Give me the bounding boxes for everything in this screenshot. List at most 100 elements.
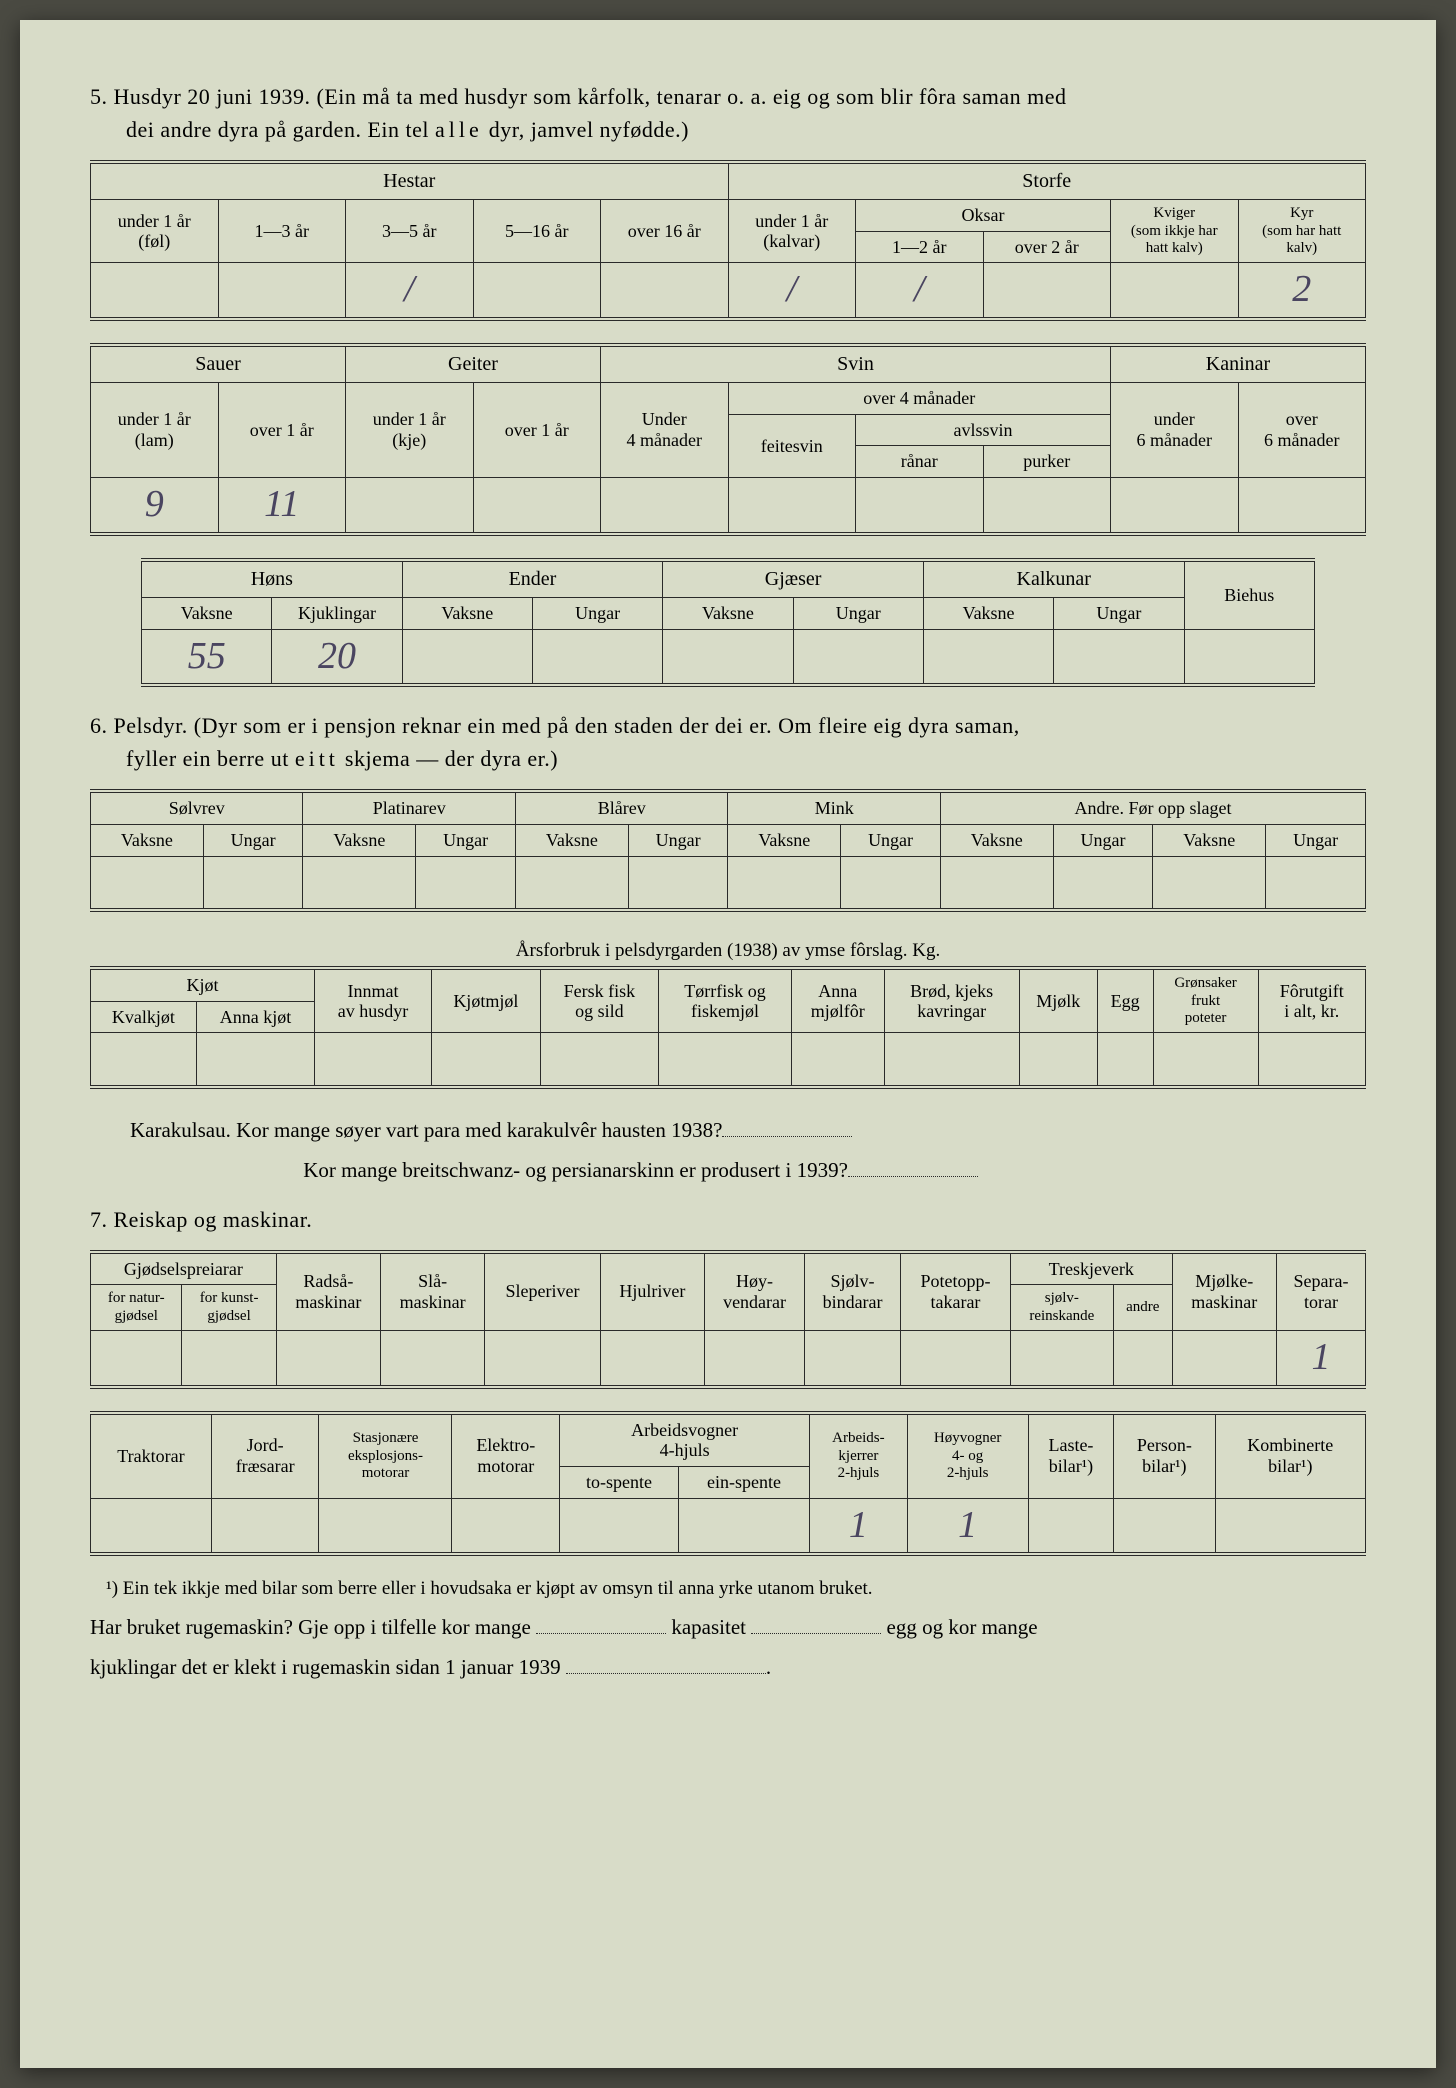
col-oksar-over2: over 2 år bbox=[983, 231, 1111, 263]
q5-line1: Husdyr 20 juni 1939. (Ein må ta med husd… bbox=[114, 84, 1067, 109]
q5-spaced: alle bbox=[435, 117, 483, 142]
hdr-sleperiver: Sleperiver bbox=[485, 1252, 600, 1331]
hdr-jordfres: Jord- fræsarar bbox=[211, 1413, 319, 1499]
cell bbox=[841, 856, 941, 910]
cell bbox=[601, 263, 729, 319]
cell bbox=[473, 263, 601, 319]
cell bbox=[600, 1330, 704, 1386]
hdr-hoyvogner: Høyvogner 4- og 2-hjuls bbox=[907, 1413, 1028, 1499]
hdr-storfe: Storfe bbox=[728, 162, 1366, 200]
footer-fill: Har bruket rugemaskin? Gje opp i tilfell… bbox=[90, 1608, 1366, 1688]
cell bbox=[473, 478, 601, 534]
cell bbox=[416, 856, 516, 910]
cell bbox=[628, 856, 728, 910]
hdr-natur: for natur- gjødsel bbox=[91, 1285, 182, 1331]
hdr-lastebilar: Laste- bilar¹) bbox=[1028, 1413, 1113, 1499]
col-purker: purker bbox=[983, 446, 1111, 478]
hdr-kjot: Kjøt bbox=[91, 968, 315, 1001]
cell bbox=[319, 1498, 452, 1554]
col: Ungar bbox=[1053, 824, 1153, 856]
cell bbox=[515, 856, 628, 910]
cell bbox=[1238, 478, 1366, 534]
cell bbox=[1266, 856, 1366, 910]
table-reiskap-a: Gjødselspreiarar Radså- maskinar Slå- ma… bbox=[90, 1250, 1366, 1389]
cell bbox=[1028, 1498, 1113, 1554]
hdr-hoyvend: Høy- vendarar bbox=[705, 1252, 805, 1331]
cell bbox=[346, 478, 474, 534]
hdr-kjotmjol: Kjøtmjøl bbox=[431, 968, 540, 1033]
hdr-torrfisk: Tørrfisk og fiskemjøl bbox=[659, 968, 792, 1033]
table-hestar-storfe: Hestar Storfe under 1 år (føl) 1—3 år 3—… bbox=[90, 160, 1366, 321]
cell bbox=[196, 1033, 314, 1087]
hdr-annamjolfor: Anna mjølfôr bbox=[792, 968, 885, 1033]
col-fol: under 1 år (føl) bbox=[91, 200, 219, 263]
hdr-geiter: Geiter bbox=[346, 345, 601, 383]
karakul-block: Karakulsau. Kor mange søyer vart para me… bbox=[130, 1111, 1366, 1191]
col: Vaksne bbox=[515, 824, 628, 856]
cell bbox=[705, 1330, 805, 1386]
cell bbox=[1258, 1033, 1365, 1087]
col: Ungar bbox=[1266, 824, 1366, 856]
hdr-gjodsel: Gjødselspreiarar bbox=[91, 1252, 277, 1285]
hdr-separa: Separa- torar bbox=[1276, 1252, 1365, 1331]
hdr-blarev: Blårev bbox=[515, 791, 727, 824]
col-gj-v: Vaksne bbox=[663, 597, 793, 629]
cell bbox=[983, 478, 1111, 534]
col-ranar: rånar bbox=[856, 446, 984, 478]
hdr-kaninar: Kaninar bbox=[1111, 345, 1366, 383]
hdr-treskjeverk: Treskjeverk bbox=[1010, 1252, 1172, 1285]
hdr-biehus: Biehus bbox=[1184, 560, 1314, 629]
hdr-personbilar: Person- bilar¹) bbox=[1114, 1413, 1215, 1499]
cell bbox=[182, 1330, 276, 1386]
q6-heading: 6. Pelsdyr. (Dyr som er i pensjon reknar… bbox=[90, 709, 1366, 775]
col-kalk-u: Ungar bbox=[1054, 597, 1184, 629]
cell bbox=[1153, 1033, 1258, 1087]
cell bbox=[91, 1033, 197, 1087]
hdr-mink: Mink bbox=[728, 791, 940, 824]
col-gj-u: Ungar bbox=[793, 597, 923, 629]
col: Vaksne bbox=[728, 824, 841, 856]
cell bbox=[402, 629, 532, 685]
col-kan-o6: over 6 månader bbox=[1238, 383, 1366, 478]
hdr-arbeidskjerrer: Arbeids- kjerrer 2-hjuls bbox=[810, 1413, 907, 1499]
cell bbox=[1097, 1033, 1153, 1087]
karakul-l2: Kor mange breitschwanz- og persianarskin… bbox=[303, 1158, 848, 1182]
hdr-kalkunar: Kalkunar bbox=[923, 560, 1184, 598]
cell bbox=[884, 1033, 1019, 1087]
hdr-tres-andre: andre bbox=[1113, 1285, 1172, 1331]
census-form-page: 5. Husdyr 20 juni 1939. (Ein må ta med h… bbox=[20, 20, 1436, 2068]
f1c: egg og kor mange bbox=[887, 1615, 1038, 1639]
f1b: kapasitet bbox=[671, 1615, 746, 1639]
cell-sau-u1: 9 bbox=[91, 478, 219, 534]
cell bbox=[1113, 1330, 1172, 1386]
hdr-kombinerte: Kombinerte bilar¹) bbox=[1215, 1413, 1365, 1499]
karakul-l1: Karakulsau. Kor mange søyer vart para me… bbox=[130, 1118, 722, 1142]
col: Ungar bbox=[841, 824, 941, 856]
col-kalk-v: Vaksne bbox=[923, 597, 1053, 629]
footnote: ¹) Ein tek ikkje med bilar som berre ell… bbox=[106, 1578, 1366, 1600]
col-geit-u1: under 1 år (kje) bbox=[346, 383, 474, 478]
hdr-traktorar: Traktorar bbox=[91, 1413, 212, 1499]
hdr-stasjon: Stasjonære eksplosjons- motorar bbox=[319, 1413, 452, 1499]
hdr-mjolk: Mjølk bbox=[1019, 968, 1097, 1033]
cell: / bbox=[346, 263, 474, 319]
hdr-hestar: Hestar bbox=[91, 162, 729, 200]
q7-heading: 7. Reiskap og maskinar. bbox=[90, 1203, 1366, 1236]
cell bbox=[315, 1033, 432, 1087]
col-hons-k: Kjuklingar bbox=[272, 597, 402, 629]
col-kan-u6: under 6 månader bbox=[1111, 383, 1239, 478]
cell bbox=[211, 1498, 319, 1554]
q6-spaced: eitt bbox=[295, 746, 339, 771]
cell bbox=[1111, 478, 1239, 534]
cell-hons-k: 20 bbox=[272, 629, 402, 685]
f2a: kjuklingar det er klekt i rugemaskin sid… bbox=[90, 1655, 561, 1679]
cell bbox=[663, 629, 793, 685]
cell bbox=[601, 478, 729, 534]
table-reiskap-b: Traktorar Jord- fræsarar Stasjonære eksp… bbox=[90, 1411, 1366, 1557]
blank bbox=[566, 1660, 766, 1674]
col-kalvar: under 1 år (kalvar) bbox=[728, 200, 856, 263]
blank bbox=[536, 1620, 666, 1634]
col-feitesvin: feitesvin bbox=[728, 414, 856, 477]
col-over16: over 16 år bbox=[601, 200, 729, 263]
table-pelsdyr: Sølvrev Platinarev Blårev Mink Andre. Fø… bbox=[90, 789, 1366, 912]
